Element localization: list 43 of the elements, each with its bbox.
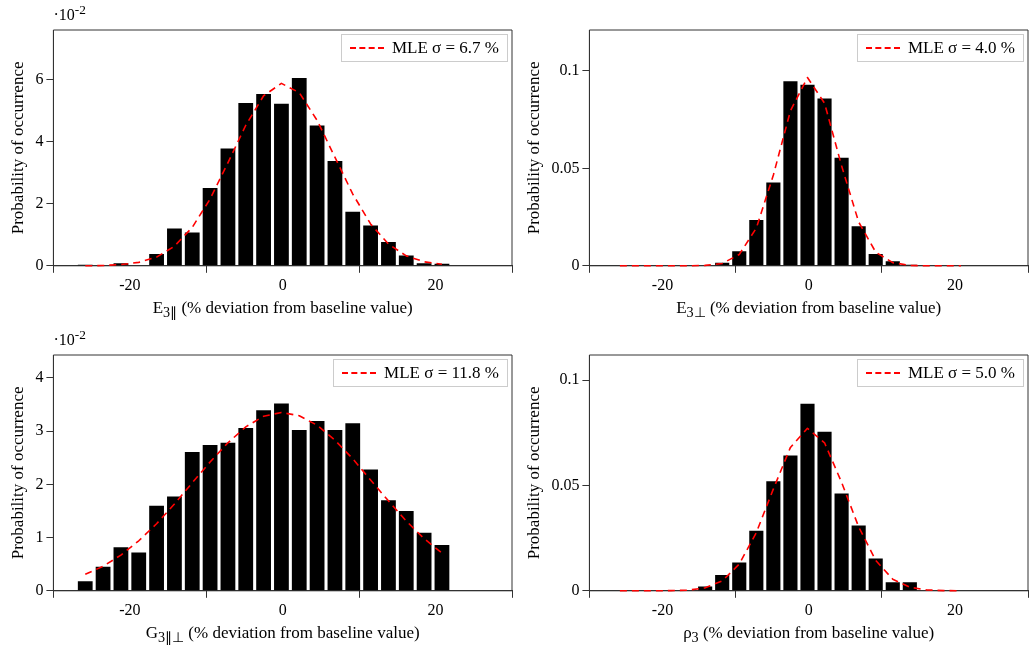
- x-tick-label: 0: [804, 600, 813, 618]
- y-tick-label: 0.05: [551, 158, 580, 176]
- x-tick-label: -20: [651, 600, 674, 618]
- legend-label: MLE σ = 5.0 %: [907, 363, 1015, 383]
- y-axis-title: Probability of occurrence: [523, 61, 543, 235]
- x-tick-label: 20: [427, 275, 444, 293]
- legend-label: MLE σ = 11.8 %: [384, 363, 499, 383]
- x-axis-title: E$_{3⊥}$ (% deviation from baseline value): [676, 298, 942, 322]
- text: ·10$^{-2}$: [53, 327, 86, 350]
- y-tick-label: 6: [35, 69, 44, 87]
- y-tick-label: 2: [35, 193, 44, 211]
- x-axis-title: ρ$_{3}$ (% deviation from baseline value): [683, 623, 935, 647]
- y-axis-title: Probability of occurrence: [7, 61, 27, 235]
- x-axis-title: E$_{3∥}$ (% deviation from baseline value): [152, 298, 413, 322]
- legend-label: MLE σ = 6.7 %: [391, 38, 499, 58]
- x-tick-label: 20: [427, 600, 444, 618]
- y-tick-label: 0: [35, 256, 44, 273]
- x-tick-label: 0: [804, 275, 813, 293]
- legend-label: MLE σ = 4.0 %: [907, 38, 1015, 58]
- y-tick-label: 0.05: [551, 475, 580, 493]
- y-tick-label: 4: [35, 368, 44, 386]
- y-tick-label: 2: [35, 474, 44, 492]
- x-tick-label: -20: [651, 275, 674, 293]
- y-tick-label: 0.1: [559, 61, 580, 79]
- y-tick-label: 4: [35, 131, 44, 149]
- x-tick-label: -20: [119, 600, 141, 618]
- y-tick-label: 0: [35, 581, 44, 598]
- text: ·10$^{-2}$: [53, 2, 86, 25]
- x-tick-label: -20: [119, 275, 141, 293]
- line-series: [619, 76, 962, 267]
- x-axis-title: G$_{3∥⊥}$ (% deviation from baseline value): [145, 623, 420, 647]
- y-tick-label: 0: [571, 581, 580, 598]
- y-tick-label: 3: [35, 421, 44, 439]
- y-axis-title: Probability of occurrence: [523, 386, 543, 560]
- y-axis-title: Probability of occurrence: [7, 386, 27, 560]
- y-tick-label: 0.1: [559, 370, 580, 388]
- x-tick-label: 20: [946, 275, 963, 293]
- x-tick-label: 0: [278, 275, 287, 293]
- y-tick-label: 1: [35, 527, 44, 545]
- x-tick-label: 0: [278, 600, 287, 618]
- x-tick-label: 20: [946, 600, 963, 618]
- y-tick-label: 0: [571, 256, 580, 273]
- line-series: [84, 411, 443, 576]
